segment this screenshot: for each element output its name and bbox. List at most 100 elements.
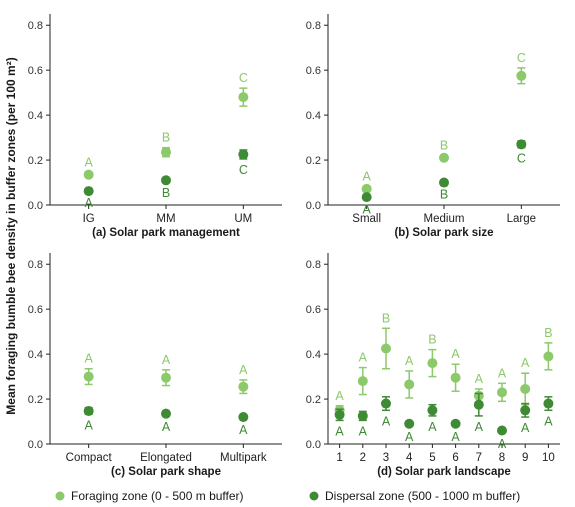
y-tick-label: 0.8 — [28, 20, 43, 32]
data-point — [361, 192, 372, 203]
group-letter: B — [440, 139, 448, 153]
group-letter: A — [498, 437, 507, 451]
group-letter: B — [544, 326, 552, 340]
y-axis-title: Mean foraging bumble bee density in buff… — [4, 57, 18, 414]
x-tick-label: 5 — [429, 452, 435, 464]
x-tick-label: 10 — [542, 452, 555, 464]
group-letter: B — [162, 186, 170, 200]
group-letter: A — [84, 418, 93, 432]
group-letter: B — [440, 188, 448, 202]
y-tick-label: 0.6 — [28, 65, 43, 77]
data-point — [404, 379, 415, 390]
data-point — [161, 175, 171, 186]
group-letter: A — [362, 170, 371, 184]
panel-3: 0.0 0.2 0.4 0.6 0.8 Compact Elongated Multipark… — [28, 253, 282, 478]
x-tick-label: Compact — [66, 452, 113, 464]
group-letter: B — [428, 333, 436, 347]
x-tick-label: UM — [234, 213, 252, 225]
group-letter: A — [428, 420, 437, 434]
y-tick-label: 0.0 — [306, 200, 321, 212]
group-letter: A — [84, 155, 93, 169]
x-tick-label: 6 — [452, 452, 458, 464]
data-point — [516, 70, 527, 81]
group-letter: A — [451, 347, 460, 361]
group-letter: C — [239, 71, 248, 85]
x-tick-label: 3 — [383, 452, 389, 464]
group-letter: A — [359, 351, 368, 365]
data-point — [497, 387, 507, 398]
group-letter: A — [162, 353, 171, 367]
x-tick-label: 1 — [336, 452, 342, 464]
x-tick-label: Medium — [424, 213, 465, 225]
data-point — [161, 147, 171, 158]
panel-title: (a) Solar park management — [92, 227, 240, 239]
data-point — [161, 372, 171, 383]
group-letter: C — [517, 152, 526, 166]
y-tick-label: 0.8 — [306, 20, 321, 32]
panel-1: 0.0 0.2 0.4 0.6 0.8 IG MM UM (a) Solar park mana… — [28, 14, 282, 239]
data-point — [357, 376, 368, 387]
data-point — [361, 183, 372, 194]
data-point — [83, 371, 94, 382]
legend-swatch-dispersal — [309, 491, 319, 501]
x-tick-label: MM — [156, 213, 175, 225]
data-point — [450, 418, 461, 429]
data-point — [427, 358, 438, 369]
y-tick-label: 0.6 — [306, 304, 321, 316]
x-tick-label: Elongated — [140, 452, 192, 464]
y-tick-label: 0.2 — [28, 394, 43, 406]
data-point — [334, 409, 345, 420]
legend: Foraging zone (0 - 500 m buffer) Dispers… — [55, 489, 520, 503]
y-tick-label: 0.2 — [306, 155, 321, 167]
data-point — [238, 381, 249, 392]
group-letter: A — [521, 421, 530, 435]
data-point — [520, 405, 531, 416]
group-letter: A — [382, 414, 391, 428]
group-letter: A — [84, 196, 93, 210]
x-tick-label: 7 — [476, 452, 482, 464]
group-letter: A — [521, 356, 530, 370]
panel-4: 0.0 0.2 0.4 0.6 0.8 1 2 3 4 5 6 7 8 9 10 (d) Solar park… — [306, 253, 560, 478]
y-tick-label: 0.4 — [306, 349, 321, 361]
x-tick-label: Multipark — [220, 452, 267, 464]
data-point — [473, 399, 484, 410]
group-letter: C — [239, 163, 248, 177]
y-tick-label: 0.4 — [306, 110, 321, 122]
y-tick-label: 0.0 — [306, 439, 321, 451]
data-point — [520, 383, 531, 394]
group-letter: A — [405, 354, 414, 368]
panel-title: (c) Solar park shape — [111, 466, 221, 478]
x-tick-label: Small — [352, 213, 381, 225]
y-tick-label: 0.4 — [28, 110, 43, 122]
x-tick-label: 2 — [360, 452, 366, 464]
legend-label-dispersal: Dispersal zone (500 - 1000 m buffer) — [325, 489, 520, 503]
data-point — [238, 92, 249, 103]
data-point — [161, 408, 171, 419]
data-point — [439, 177, 449, 188]
y-tick-label: 0.6 — [306, 65, 321, 77]
group-letter: A — [475, 372, 484, 386]
group-letter: A — [239, 423, 248, 437]
x-tick-label: 8 — [499, 452, 505, 464]
legend-label-foraging: Foraging zone (0 - 500 m buffer) — [71, 489, 244, 503]
group-letter: A — [162, 420, 171, 434]
group-letter: B — [162, 131, 170, 145]
x-tick-label: Large — [507, 213, 536, 225]
data-point — [83, 186, 94, 197]
group-letter: A — [239, 363, 248, 377]
y-tick-label: 0.0 — [28, 200, 43, 212]
data-point — [543, 398, 554, 409]
data-point — [450, 372, 461, 383]
y-tick-label: 0.6 — [28, 304, 43, 316]
group-letter: A — [544, 414, 553, 428]
data-point — [238, 149, 249, 160]
y-tick-label: 0.2 — [28, 155, 43, 167]
y-tick-label: 0.0 — [28, 439, 43, 451]
group-letter: A — [451, 430, 460, 444]
panel-title: (b) Solar park size — [394, 227, 493, 239]
data-point — [497, 425, 507, 436]
legend-swatch-foraging — [55, 491, 65, 501]
x-tick-label: 4 — [406, 452, 413, 464]
panel-title: (d) Solar park landscape — [377, 466, 511, 478]
